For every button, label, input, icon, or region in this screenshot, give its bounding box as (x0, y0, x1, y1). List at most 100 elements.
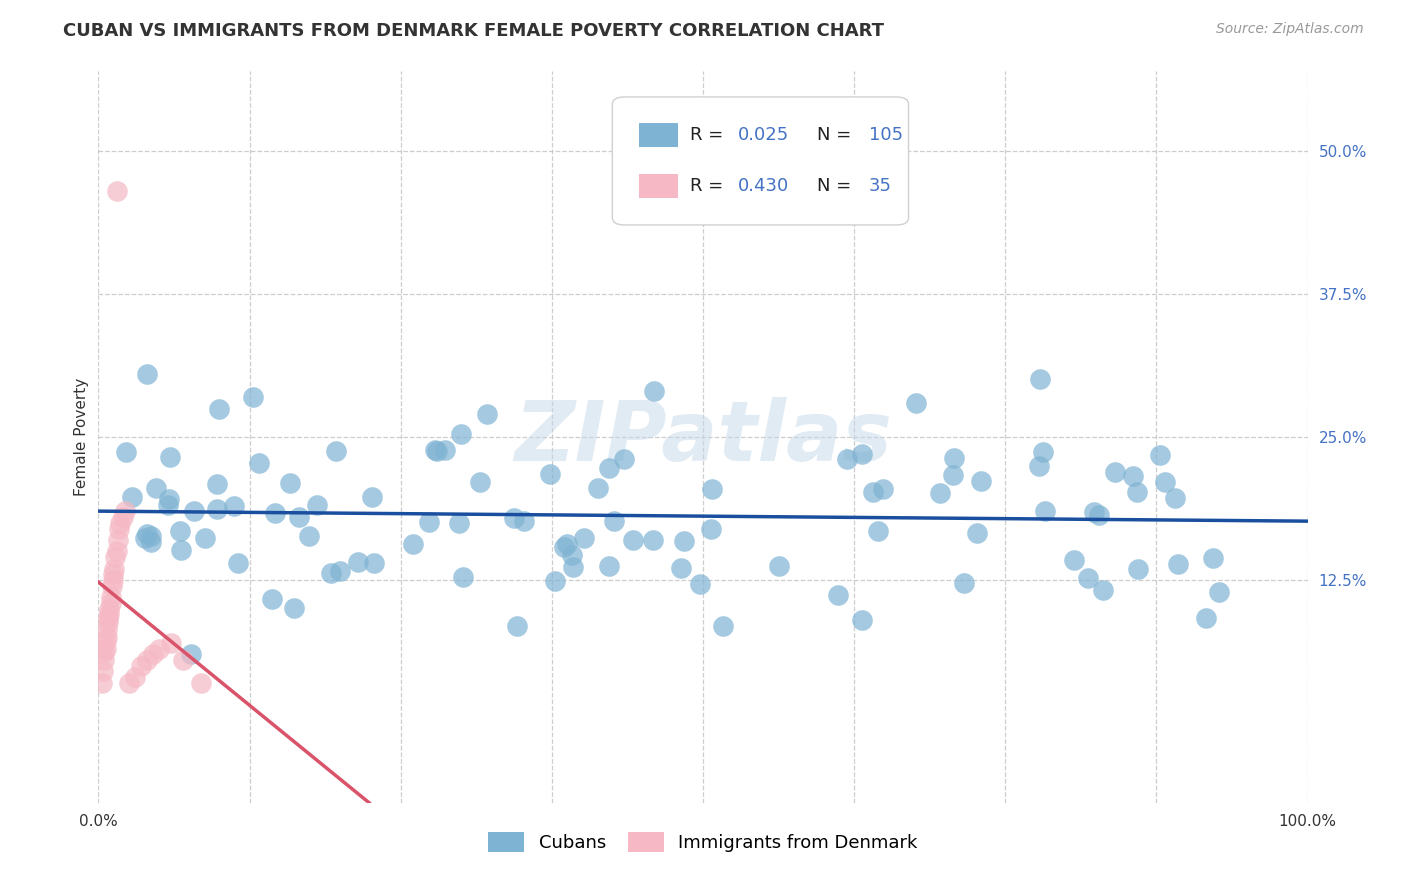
Point (105, 185, 128, 199)
Point (866, 524, 889, 538)
Point (425, 442, 447, 457)
Point (561, 549, 583, 563)
Point (305, 498, 328, 512)
Point (169, 524, 191, 538)
Point (100, 579, 122, 593)
Point (643, 533, 665, 547)
Point (669, 561, 692, 575)
Point (100, 596, 122, 610)
Point (588, 481, 610, 495)
Point (1063, 552, 1085, 566)
Point (851, 447, 873, 461)
Point (768, 559, 790, 574)
Point (283, 601, 305, 615)
Point (538, 467, 561, 481)
Text: CUBAN VS IMMIGRANTS FROM DENMARK FEMALE POVERTY CORRELATION CHART: CUBAN VS IMMIGRANTS FROM DENMARK FEMALE … (63, 22, 884, 40)
Point (101, 573, 124, 587)
Point (329, 564, 352, 578)
Point (247, 456, 270, 470)
Point (160, 636, 183, 650)
Point (1033, 504, 1056, 518)
Point (260, 592, 283, 607)
Point (544, 574, 567, 588)
Point (1028, 459, 1050, 474)
Point (598, 460, 620, 475)
Point (114, 504, 136, 518)
Point (136, 368, 159, 382)
Point (100, 590, 122, 604)
Point (97, 610, 120, 624)
Point (555, 537, 578, 551)
Point (226, 556, 249, 570)
Point (1126, 562, 1149, 576)
Point (134, 531, 156, 545)
Text: 105: 105 (869, 126, 903, 144)
Point (190, 675, 212, 690)
Point (1077, 571, 1099, 585)
Point (347, 555, 370, 569)
Point (325, 443, 347, 458)
Point (450, 427, 472, 442)
Point (941, 468, 963, 483)
Point (288, 510, 311, 524)
Text: ZIPatlas: ZIPatlas (515, 397, 891, 477)
Point (278, 475, 301, 490)
FancyBboxPatch shape (613, 97, 908, 225)
Point (208, 401, 231, 416)
Point (872, 482, 894, 496)
Point (183, 504, 205, 518)
Point (148, 641, 170, 656)
Text: N =: N = (817, 126, 851, 144)
Point (453, 570, 475, 584)
Point (141, 534, 163, 549)
Point (107, 533, 129, 547)
Legend: Cubans, Immigrants from Denmark: Cubans, Immigrants from Denmark (481, 824, 925, 860)
Point (98, 607, 121, 622)
Point (613, 451, 636, 466)
Point (363, 556, 385, 570)
Point (426, 443, 449, 458)
Text: R =: R = (690, 178, 723, 195)
Point (104, 550, 127, 565)
Point (101, 567, 124, 582)
Point (170, 543, 193, 558)
Point (179, 647, 201, 661)
Point (1202, 551, 1225, 566)
Point (943, 451, 966, 466)
Point (572, 531, 595, 545)
Point (108, 516, 131, 530)
Point (96, 630, 118, 644)
Point (1164, 491, 1187, 505)
Point (98, 601, 121, 615)
Point (94, 633, 117, 648)
Point (1195, 610, 1218, 624)
Point (157, 498, 180, 512)
Text: Source: ZipAtlas.com: Source: ZipAtlas.com (1216, 22, 1364, 37)
Text: 35: 35 (869, 178, 891, 195)
Point (561, 559, 583, 574)
Point (953, 576, 976, 591)
Point (1029, 372, 1052, 386)
Point (905, 396, 928, 410)
Point (966, 525, 988, 540)
Point (1083, 506, 1105, 520)
Point (598, 558, 620, 573)
Point (1167, 558, 1189, 572)
Point (970, 474, 993, 488)
Point (121, 490, 143, 504)
Point (222, 500, 245, 514)
FancyBboxPatch shape (638, 175, 678, 198)
Point (145, 481, 167, 495)
Point (851, 613, 873, 627)
Point (105, 544, 128, 558)
Point (1091, 583, 1114, 598)
Point (402, 536, 425, 550)
Point (418, 515, 440, 529)
Point (835, 452, 858, 467)
Point (447, 516, 470, 530)
Point (672, 534, 695, 549)
Point (513, 515, 536, 529)
Point (124, 670, 146, 684)
Point (172, 653, 194, 667)
Point (115, 445, 138, 459)
